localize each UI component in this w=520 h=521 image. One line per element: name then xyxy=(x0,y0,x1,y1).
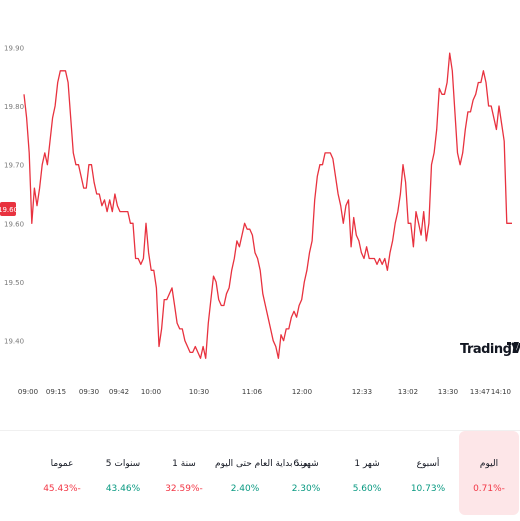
y-tick-label: 19.50 xyxy=(4,279,24,287)
perf-label: 5 سنوات xyxy=(105,459,141,469)
perf-label: 6 شهر xyxy=(293,459,319,469)
perf-label: عموما xyxy=(50,459,74,469)
price-chart[interactable]: 19.90 19.80 19.70 19.60 19.50 19.40 09:00 09:1… xyxy=(0,0,520,400)
perf-value: 2.30% xyxy=(291,484,321,494)
current-price-label: 19.60 xyxy=(0,202,18,216)
y-axis: 19.90 19.80 19.70 19.60 19.50 19.40 xyxy=(4,44,24,345)
x-tick-label: 09:30 xyxy=(79,388,99,396)
perf-item-month[interactable]: 1 شهر 5.60% xyxy=(337,431,397,515)
perf-value: 45.43%- xyxy=(43,484,81,494)
x-tick-label: 09:42 xyxy=(109,388,129,396)
x-tick-label: 10:30 xyxy=(189,388,209,396)
perf-item-week[interactable]: أسبوع 10.73% xyxy=(398,431,458,515)
perf-label: منذ بداية العام حتى اليوم xyxy=(215,459,308,469)
price-line xyxy=(23,52,512,359)
perf-value: 2.40% xyxy=(230,484,260,494)
perf-label: 1 شهر xyxy=(354,459,380,469)
y-tick-label: 19.60 xyxy=(4,220,24,228)
perf-value: 5.60% xyxy=(352,484,382,494)
x-tick-label: 12:33 xyxy=(352,388,372,396)
y-tick-label: 19.90 xyxy=(4,44,24,52)
x-tick-label: 09:00 xyxy=(18,388,38,396)
perf-value: 43.46% xyxy=(105,484,141,494)
perf-label: اليوم xyxy=(479,459,499,469)
tradingview-text: TradingView xyxy=(460,342,520,357)
perf-item-six-months[interactable]: 6 شهر 2.30% xyxy=(276,431,336,515)
perf-value: 10.73% xyxy=(410,484,446,494)
y-tick-label: 19.70 xyxy=(4,162,24,170)
x-tick-label: 13:30 xyxy=(438,388,458,396)
perf-value: 0.71%- xyxy=(473,484,505,494)
y-tick-label: 19.80 xyxy=(4,103,24,111)
x-tick-label: 14:10 xyxy=(491,388,511,396)
x-tick-label: 09:15 xyxy=(46,388,66,396)
x-tick-label: 11:06 xyxy=(242,388,263,396)
tradingview-logo-icon xyxy=(507,342,519,353)
x-tick-label: 12:00 xyxy=(292,388,312,396)
perf-value: 32.59%- xyxy=(165,484,203,494)
perf-item-year[interactable]: 1 سنة 32.59%- xyxy=(154,431,214,515)
x-tick-label: 10:00 xyxy=(141,388,161,396)
x-tick-label: 13:02 xyxy=(398,388,418,396)
perf-item-today[interactable]: اليوم 0.71%- xyxy=(459,431,519,515)
perf-label: أسبوع xyxy=(416,459,440,469)
tradingview-watermark[interactable]: TradingView xyxy=(460,342,520,357)
y-tick-label: 19.40 xyxy=(4,338,24,346)
perf-item-five-years[interactable]: 5 سنوات 43.46% xyxy=(93,431,153,515)
current-price-text: 19.60 xyxy=(0,206,18,214)
perf-label: 1 سنة xyxy=(172,459,196,469)
perf-item-all[interactable]: عموما 45.43%- xyxy=(32,431,92,515)
performance-bar: اليوم 0.71%- أسبوع 10.73% 1 شهر 5.60% 6 شهر 2.3… xyxy=(0,430,520,521)
x-tick-label: 13:47 xyxy=(470,388,490,396)
x-axis: 09:00 09:15 09:30 09:42 10:00 10:30 11:06 12:00… xyxy=(18,388,511,396)
perf-item-ytd[interactable]: منذ بداية العام حتى اليوم 2.40% xyxy=(215,431,308,515)
